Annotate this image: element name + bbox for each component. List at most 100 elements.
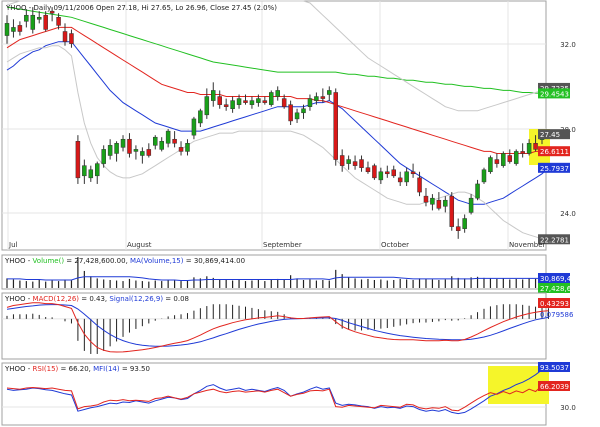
mfi-line xyxy=(6,369,543,415)
macd-tag-box xyxy=(538,298,570,308)
price-ytick-24: 24.0 xyxy=(560,210,576,218)
volume-label: Volume() xyxy=(33,257,65,265)
candle-body xyxy=(114,143,119,154)
rsi-value-tags: 93.5037 66.2039 xyxy=(538,362,570,391)
candle-body xyxy=(281,98,287,107)
x-label-september: September xyxy=(263,241,302,249)
series-line-2 xyxy=(6,6,549,94)
macd-panel-frame xyxy=(1,292,547,360)
candle-body xyxy=(69,33,74,44)
price-tag-3: 26.6111 xyxy=(540,148,569,156)
price-candles xyxy=(4,7,545,239)
rsi-tag-box xyxy=(538,381,570,391)
candle-body xyxy=(17,25,23,32)
price-tag-1: 29.4543 xyxy=(540,90,569,98)
candle-body xyxy=(49,10,55,14)
candle-body xyxy=(191,118,197,136)
candle-body xyxy=(288,104,293,122)
rsi-line xyxy=(6,385,543,412)
macd-header-prefix: YHOO - xyxy=(4,295,33,303)
macd-panel: YHOO - MACD(12,26) = 0.43, Signal(12,26,… xyxy=(1,292,574,360)
candle-body xyxy=(230,100,235,109)
candle-body xyxy=(365,167,371,173)
candle-body xyxy=(327,90,332,95)
series-line-3 xyxy=(6,0,549,112)
candle-body xyxy=(223,104,229,107)
rsi-ytick-30: 30.0 xyxy=(560,404,576,412)
volume-header: YHOO - Volume() = 27,428,600.00, MA(Volu… xyxy=(4,257,245,265)
candle-body xyxy=(372,165,377,179)
candle-body xyxy=(217,96,222,105)
signal-value: = 0.08 xyxy=(163,295,189,303)
candle-body xyxy=(82,165,87,177)
macd-value: = 0.43, xyxy=(79,295,109,303)
candle-body xyxy=(352,161,358,166)
rsi-value: = 66.20, xyxy=(58,365,93,373)
candle-body xyxy=(423,195,429,203)
candle-body xyxy=(56,17,61,26)
price-moving-averages xyxy=(6,0,549,240)
volume-panel: YHOO - Volume() = 27,428,600.00, MA(Volu… xyxy=(1,254,572,293)
signal-tag: 0.079586 xyxy=(540,311,574,319)
candle-body xyxy=(4,23,10,36)
macd-plot xyxy=(2,302,549,354)
candle-body xyxy=(243,100,248,103)
candle-body xyxy=(30,14,36,30)
price-tag-5: 22.2781 xyxy=(540,236,569,244)
candle-body xyxy=(262,100,268,103)
price-tag-1-box xyxy=(538,88,570,99)
signal-label: Signal(12,26,9) xyxy=(109,295,163,303)
candle-body xyxy=(468,197,474,213)
candle-body xyxy=(256,98,261,103)
candle-body xyxy=(378,171,384,181)
candle-body xyxy=(475,183,480,199)
rsi-label: RSI(15) xyxy=(33,365,59,373)
candle-body xyxy=(88,169,94,179)
candle-body xyxy=(494,159,500,164)
candle-body xyxy=(320,96,326,99)
candle-body xyxy=(462,218,467,229)
candle-body xyxy=(410,171,416,175)
candle-body xyxy=(62,31,68,42)
macd-label: MACD(12,26) xyxy=(33,295,80,303)
candle-body xyxy=(133,149,139,152)
candle-body xyxy=(269,92,274,105)
candle-body xyxy=(526,143,532,154)
macd-line xyxy=(6,302,549,353)
candle-body xyxy=(120,138,126,148)
volume-ma-line xyxy=(7,276,542,281)
volume-header-prefix: YHOO - xyxy=(4,257,33,265)
signal-line xyxy=(6,304,549,347)
candle-body xyxy=(36,17,42,20)
mfi-label: MFI(14) xyxy=(93,365,120,373)
volume-ma-value: = 30,869,414.00 xyxy=(184,257,246,265)
volume-tag-1-box xyxy=(538,283,570,293)
rsi-tag: 66.2039 xyxy=(540,383,569,391)
candle-body xyxy=(488,157,493,173)
macd-value-tags: 0.43293 0.079586 xyxy=(538,298,574,319)
x-label-jul: Jul xyxy=(8,241,18,249)
volume-value-tags: 30,869,4 27,428,6 xyxy=(538,273,572,293)
price-tag-3-box xyxy=(538,146,570,157)
candle-body xyxy=(417,177,422,193)
series-line-0 xyxy=(6,41,549,205)
mfi-tag: 93.5037 xyxy=(540,364,569,372)
candle-body xyxy=(185,143,190,152)
candle-body xyxy=(94,163,100,177)
price-ytick-32: 32.0 xyxy=(560,41,576,49)
candle-body xyxy=(172,138,177,144)
candle-body xyxy=(455,226,461,231)
price-tag-4: 25.7937 xyxy=(540,165,569,173)
price-tag-4-box xyxy=(538,162,570,173)
rsi-header: YHOO - RSI(15) = 66.20, MFI(14) = 93.50 xyxy=(4,365,150,373)
rsi-panel: YHOO - RSI(15) = 66.20, MFI(14) = 93.50 … xyxy=(1,362,576,426)
candle-body xyxy=(307,98,313,107)
candle-body xyxy=(211,90,216,101)
candle-body xyxy=(507,155,513,162)
candle-body xyxy=(75,141,81,179)
price-tag-5-box xyxy=(538,234,570,245)
candle-body xyxy=(513,151,519,164)
mfi-value: = 93.50 xyxy=(120,365,150,373)
